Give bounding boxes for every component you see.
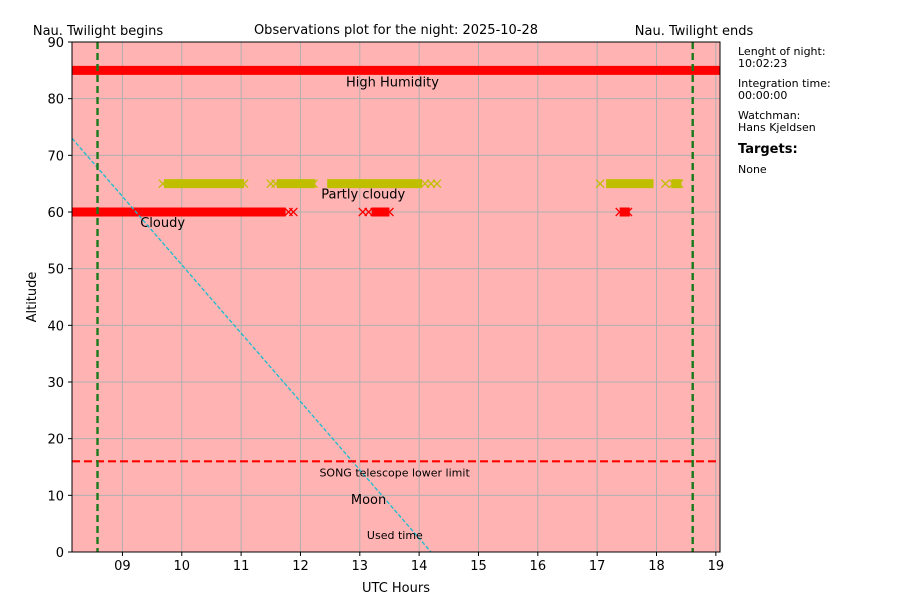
cloudy-marker: [385, 207, 394, 217]
moon-label: Moon: [351, 493, 386, 508]
night-length-block: Lenght of night: 10:02:23: [738, 46, 898, 70]
twilight-end-label: Nau. Twilight ends: [635, 24, 754, 39]
cloudy-marker: [619, 207, 629, 217]
integration-time-block: Integration time: 00:00:00: [738, 78, 898, 102]
night-info-panel: Lenght of night: 10:02:23 Integration ti…: [738, 46, 898, 177]
partly-cloudy-marker: [271, 179, 280, 189]
integration-time-value: 00:00:00: [738, 89, 788, 102]
y-tick-label: 30: [47, 376, 64, 391]
partly-cloudy-marker: [660, 179, 670, 189]
cloudy-label: Cloudy: [140, 216, 185, 231]
partly-cloudy-marker: [178, 179, 188, 189]
targets-value: None: [738, 163, 767, 176]
plot-area: [72, 42, 720, 552]
x-tick-label: 18: [648, 559, 665, 574]
chart-title: Observations plot for the night: 2025-10…: [254, 23, 538, 38]
cloudy-marker: [370, 207, 380, 217]
x-tick-label: 19: [708, 559, 725, 574]
partly-cloudy-marker: [171, 179, 181, 189]
used-time-label: Used time: [367, 529, 423, 542]
y-axis-label: Altitude: [25, 272, 40, 323]
y-tick-label: 0: [56, 546, 64, 561]
cloudy-marker: [623, 207, 633, 217]
x-axis-label: UTC Hours: [362, 581, 430, 596]
partly-cloudy-marker: [674, 179, 684, 189]
x-tick-label: 17: [589, 559, 606, 574]
integration-time-label: Integration time:: [738, 77, 831, 90]
x-tick-label: 15: [470, 559, 487, 574]
partly-cloudy-marker: [432, 179, 442, 189]
x-tick-label: 09: [114, 559, 131, 574]
y-tick-label: 90: [47, 36, 64, 51]
night-length-label: Lenght of night:: [738, 45, 826, 58]
targets-title: Targets:: [738, 142, 798, 157]
x-tick-label: 11: [233, 559, 250, 574]
x-tick-label: 10: [174, 559, 191, 574]
partly-cloudy-marker: [595, 179, 605, 189]
x-tick-label: 16: [530, 559, 547, 574]
plot-frame: [71, 41, 721, 553]
watchman-block: Watchman: Hans Kjeldsen: [738, 110, 898, 134]
lower-limit-label: SONG telescope lower limit: [319, 466, 470, 479]
y-tick-label: 60: [47, 206, 64, 221]
y-tick-label: 10: [47, 489, 64, 504]
watchman-value: Hans Kjeldsen: [738, 121, 816, 134]
moon-trajectory: [71, 137, 432, 553]
partly-cloudy-marker: [309, 179, 318, 189]
night-length-value: 10:02:23: [738, 57, 788, 70]
y-tick-label: 80: [47, 93, 64, 108]
x-tick-label: 14: [411, 559, 428, 574]
cloudy-marker: [615, 207, 625, 217]
high-humidity-label: High Humidity: [346, 75, 439, 90]
twilight-begin-label: Nau. Twilight begins: [33, 24, 164, 39]
y-tick-label: 20: [47, 433, 64, 448]
y-tick-label: 40: [47, 319, 64, 334]
y-tick-label: 50: [47, 263, 64, 278]
watchman-label: Watchman:: [738, 109, 801, 122]
partly-cloudy-marker: [164, 179, 174, 189]
y-tick-label: 70: [47, 149, 64, 164]
x-tick-label: 12: [292, 559, 309, 574]
partly-cloudy-marker: [239, 179, 249, 189]
x-tick-label: 13: [352, 559, 369, 574]
partly-cloudy-label: Partly cloudy: [321, 188, 405, 203]
cloudy-marker: [288, 207, 298, 217]
